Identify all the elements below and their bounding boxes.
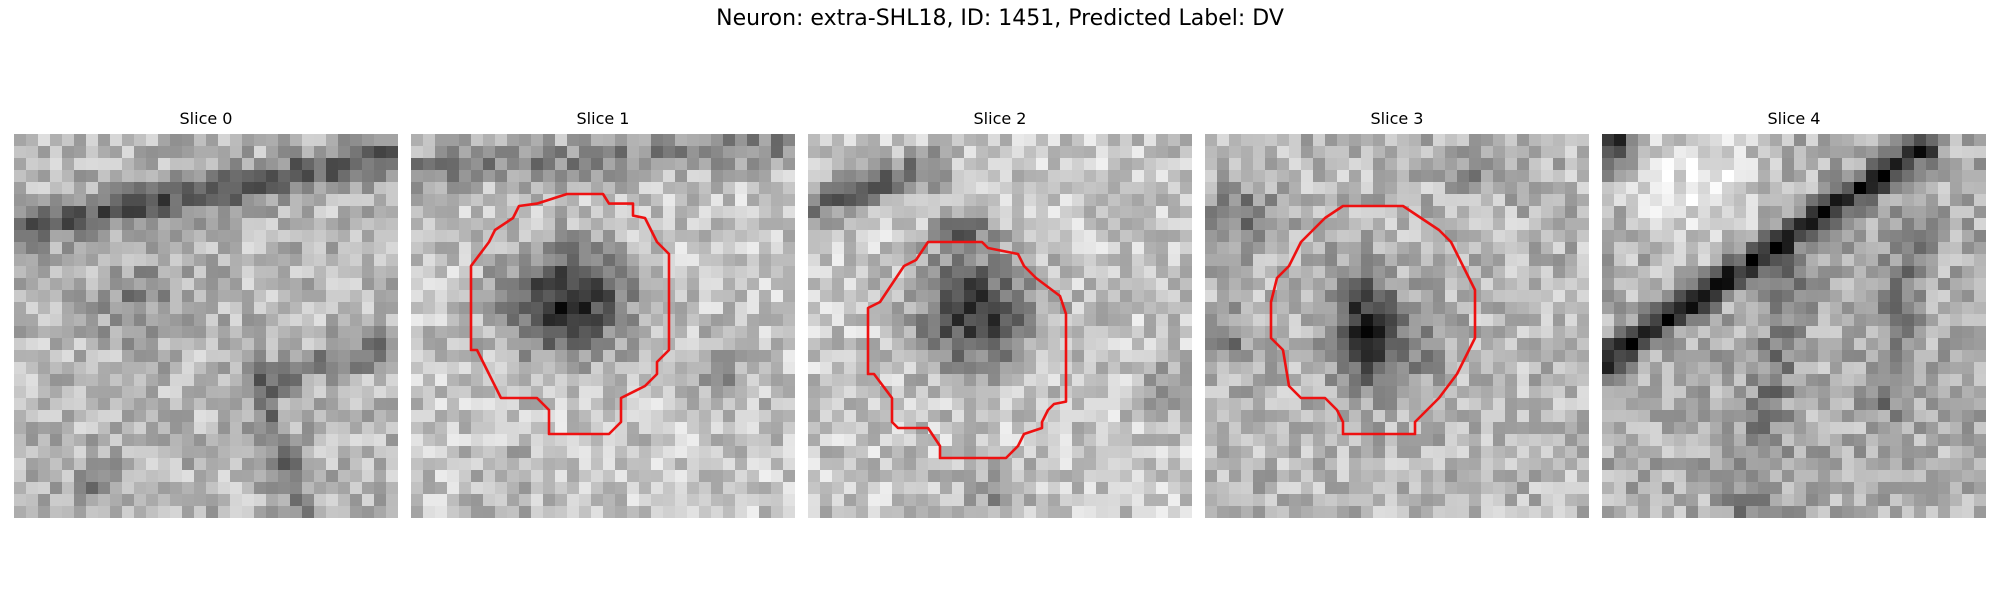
image-pixels xyxy=(1602,134,1986,518)
slice-title: Slice 0 xyxy=(179,109,233,128)
slice-title: Slice 1 xyxy=(576,109,630,128)
slice-title: Slice 3 xyxy=(1370,109,1424,128)
slice-title: Slice 4 xyxy=(1767,109,1821,128)
slice-panel-2: Slice 2 xyxy=(808,108,1192,518)
slice-panel-4: Slice 4 xyxy=(1602,108,1986,518)
slice-image-2 xyxy=(808,134,1192,518)
segmentation-contour xyxy=(469,192,671,436)
figure-title: Neuron: extra-SHL18, ID: 1451, Predicted… xyxy=(716,6,1284,31)
slice-panel-3: Slice 3 xyxy=(1205,108,1589,518)
slice-image-3 xyxy=(1205,134,1589,518)
slice-image-1 xyxy=(411,134,795,518)
slice-panel-1: Slice 1 xyxy=(411,108,795,518)
slice-image-0 xyxy=(14,134,398,518)
image-pixels xyxy=(411,134,795,518)
slice-title: Slice 2 xyxy=(973,109,1027,128)
segmentation-contour xyxy=(866,240,1068,460)
image-pixels xyxy=(1205,134,1589,518)
segmentation-contour xyxy=(1269,204,1477,436)
slice-panel-0: Slice 0 xyxy=(14,108,398,518)
image-pixels xyxy=(808,134,1192,518)
slice-image-4 xyxy=(1602,134,1986,518)
image-pixels xyxy=(14,134,398,518)
